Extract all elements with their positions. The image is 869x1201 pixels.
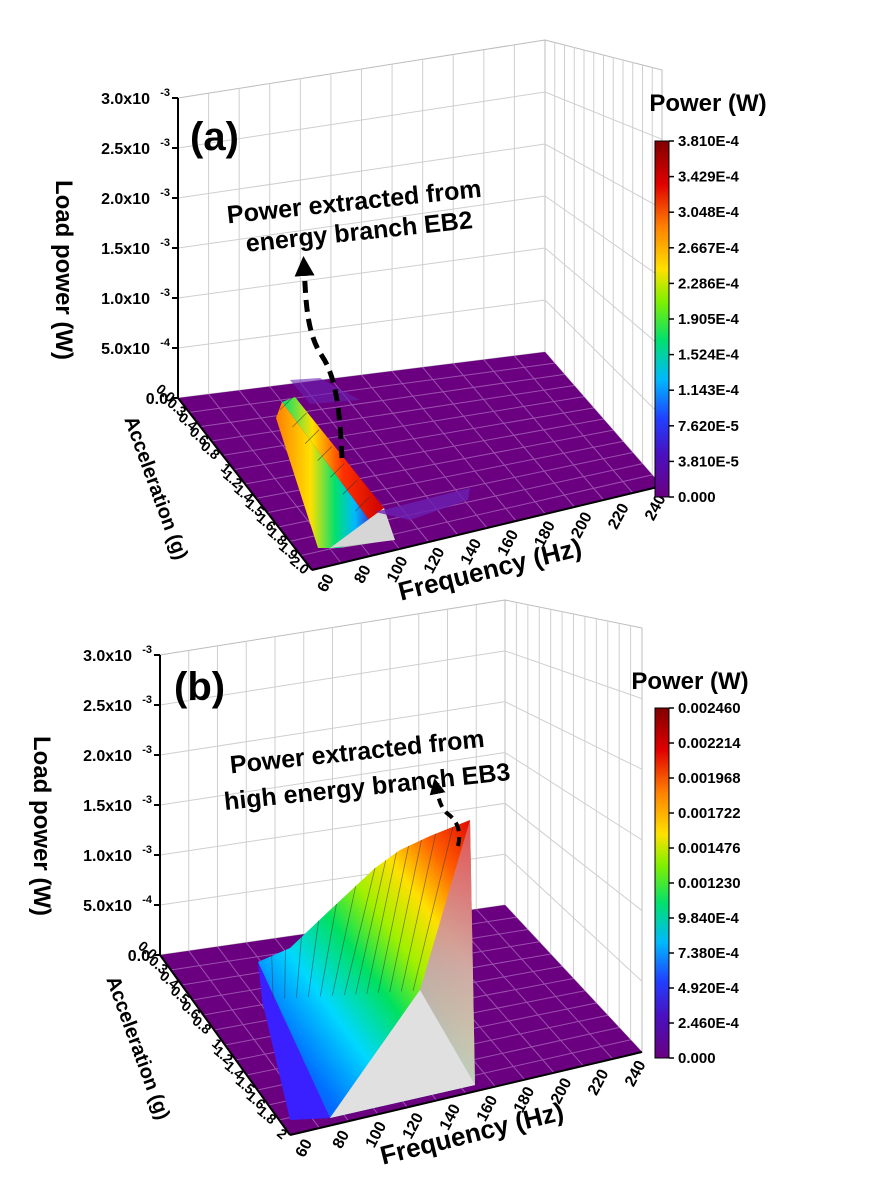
colorbar-tick-label: 7.380E-4	[678, 945, 740, 962]
colorbar-tick-label: 3.810E-4	[678, 133, 740, 150]
panel-a-x-axis-line	[311, 485, 663, 571]
colorbar-tick-label: 0.000	[678, 489, 716, 506]
panel-b-y-axis-line	[159, 954, 291, 1136]
panel-a-label: (a)	[190, 115, 239, 159]
colorbar-tick-label: 3.048E-4	[678, 204, 740, 221]
colorbar-tick-label: 9.840E-4	[678, 910, 740, 927]
colorbar-tick-label: 0.002460	[678, 700, 741, 717]
panel-b-y-axis-label: Acceleration (g)	[101, 973, 173, 1123]
panel-b-z-axis-label: Load power (W)	[28, 736, 55, 916]
z-tick-exponent: -3	[142, 694, 152, 706]
z-tick-exponent: -3	[142, 644, 152, 656]
panel-b-x-axis-line	[289, 1051, 643, 1136]
z-tick-label: 1.0x10	[83, 848, 132, 865]
colorbar-tick-label: 4.920E-4	[678, 980, 740, 997]
frequency-tick-label: 60	[315, 571, 338, 595]
panel-a: 0.0 5.0x10 -4 1.0x10 -3 1.5x10 -3 2.0x10 -3 2.5x1…	[50, 39, 767, 607]
colorbar-tick-label: 0.000	[678, 1050, 716, 1067]
frequency-tick-label: 220	[585, 1067, 613, 1099]
panel-a-colorbar: 3.810E-4 3.429E-4 3.048E-4 2.667E-4 2.286E-4…	[654, 133, 740, 506]
colorbar-tick-label: 0.001230	[678, 875, 741, 892]
colorbar-tick-label: 2.286E-4	[678, 275, 740, 292]
panel-a-wall-grid	[177, 42, 663, 475]
z-tick-exponent: -3	[142, 844, 152, 856]
z-tick-exponent: -3	[160, 137, 170, 149]
panel-a-annotation-arrow	[294, 256, 345, 459]
frequency-tick-label: 80	[330, 1128, 353, 1152]
colorbar-tick-label: 1.143E-4	[678, 382, 740, 399]
panel-b: 0.0 5.0x10 -4 1.0x10 -3 1.5x10 -3 2.0x10 -3 2.5x1…	[28, 599, 749, 1171]
z-tick-label: 5.0x10	[83, 898, 132, 915]
panel-a-walls	[177, 39, 663, 488]
panel-b-colorbar-title: Power (W)	[631, 668, 748, 695]
colorbar-tick-label: 3.810E-5	[678, 453, 739, 470]
colorbar-tick-label: 1.905E-4	[678, 311, 740, 328]
z-tick-exponent: -3	[160, 287, 170, 299]
panel-a-y-axis-label: Acceleration (g)	[119, 413, 191, 563]
z-tick-exponent: -4	[160, 337, 171, 349]
frequency-tick-label: 80	[351, 563, 374, 587]
panel-b-z-ticks: 0.0 5.0x10 -4 1.0x10 -3 1.5x10 -3 2.0x10 -3 2.5x1…	[83, 644, 160, 965]
colorbar-tick-label: 7.620E-5	[678, 418, 739, 435]
z-tick-label: 0.0	[128, 948, 150, 965]
panel-b-surface	[258, 820, 475, 1120]
colorbar-tick-label: 0.001476	[678, 840, 741, 857]
panel-b-colorbar: 0.002460 0.002214 0.001968 0.001722 0.001476…	[654, 700, 741, 1067]
panel-a-surface	[276, 378, 470, 548]
panel-b-label: (b)	[174, 665, 225, 709]
frequency-tick-label: 60	[293, 1136, 316, 1160]
z-tick-label: 2.0x10	[101, 191, 150, 208]
panel-a-y-axis-line	[177, 397, 313, 571]
z-tick-label: 3.0x10	[101, 91, 150, 108]
z-tick-label: 2.0x10	[83, 748, 132, 765]
colorbar-tick-label: 0.001968	[678, 770, 741, 787]
colorbar-tick-label: 2.460E-4	[678, 1015, 740, 1032]
panel-b-wall-grid	[159, 602, 643, 1040]
panel-b-annotation-arrow	[429, 778, 462, 847]
z-tick-label: 5.0x10	[101, 341, 150, 358]
colorbar-tick-label: 1.524E-4	[678, 347, 740, 364]
z-tick-label: 2.5x10	[101, 141, 150, 158]
z-tick-exponent: -3	[142, 744, 152, 756]
panel-a-floor-grid	[189, 355, 653, 564]
colorbar-tick-label: 0.001722	[678, 805, 741, 822]
panel-a-colorbar-title: Power (W)	[649, 90, 766, 117]
z-tick-label: 1.0x10	[101, 291, 150, 308]
z-tick-exponent: -4	[142, 894, 153, 906]
frequency-tick-label: 240	[622, 1058, 650, 1090]
z-tick-exponent: -3	[160, 87, 170, 99]
colorbar-tick-label: 2.667E-4	[678, 240, 740, 257]
z-tick-label: 1.5x10	[101, 241, 150, 258]
panel-a-z-axis-label: Load power (W)	[50, 180, 77, 360]
z-tick-exponent: -3	[142, 794, 152, 806]
colorbar-tick-label: 0.002214	[678, 735, 741, 752]
frequency-tick-label: 220	[605, 501, 633, 533]
z-tick-label: 1.5x10	[83, 798, 132, 815]
z-tick-exponent: -3	[160, 187, 170, 199]
z-tick-label: 0.0	[146, 391, 168, 408]
panel-a-z-ticks: 0.0 5.0x10 -4 1.0x10 -3 1.5x10 -3 2.0x10 -3 2.5x1…	[101, 87, 178, 408]
z-tick-label: 2.5x10	[83, 698, 132, 715]
z-tick-label: 3.0x10	[83, 648, 132, 665]
z-tick-exponent: -3	[160, 237, 170, 249]
colorbar-tick-label: 3.429E-4	[678, 169, 740, 186]
